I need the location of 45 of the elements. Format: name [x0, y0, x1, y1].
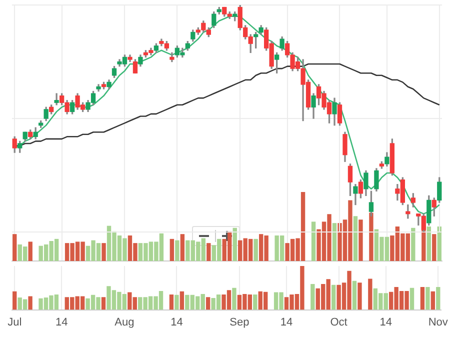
bar — [432, 234, 436, 261]
bar — [352, 280, 357, 310]
bar — [102, 243, 106, 261]
bar — [12, 234, 17, 261]
bar — [28, 296, 32, 310]
candlestick — [54, 93, 59, 106]
bar — [12, 291, 17, 310]
bar — [331, 284, 336, 310]
bar — [436, 287, 440, 310]
bar — [368, 278, 372, 310]
bar — [426, 226, 431, 261]
bar — [253, 294, 258, 310]
x-tick-label: 14 — [170, 316, 183, 328]
bar — [410, 288, 414, 310]
bar — [206, 243, 211, 261]
x-tick-label: 14 — [56, 316, 68, 328]
bar — [232, 288, 236, 310]
bar — [358, 220, 363, 261]
bar — [232, 228, 237, 261]
bar — [101, 297, 106, 310]
bar — [411, 228, 416, 261]
bar — [310, 284, 315, 310]
bar — [254, 238, 258, 261]
x-tick-label: Jul — [8, 316, 22, 328]
bar — [426, 287, 430, 310]
x-tick-label: 14 — [280, 316, 293, 328]
x-tick-label: Sep — [230, 316, 250, 328]
bar — [430, 291, 436, 310]
x-tick-label: Nov — [428, 316, 448, 328]
x-tick-label: 14 — [380, 316, 392, 328]
bar — [311, 222, 316, 261]
bar — [169, 294, 174, 310]
bar — [358, 282, 362, 310]
bar — [28, 242, 32, 261]
x-tick-label: Aug — [114, 316, 134, 328]
x-tick-label: Oct — [330, 316, 348, 328]
bar — [180, 291, 184, 310]
bar — [420, 287, 425, 310]
bar — [353, 216, 358, 261]
bar — [175, 240, 180, 261]
bar — [174, 294, 179, 310]
bar — [180, 234, 185, 261]
bar — [332, 223, 337, 261]
bar — [206, 297, 210, 310]
bar — [170, 238, 174, 261]
